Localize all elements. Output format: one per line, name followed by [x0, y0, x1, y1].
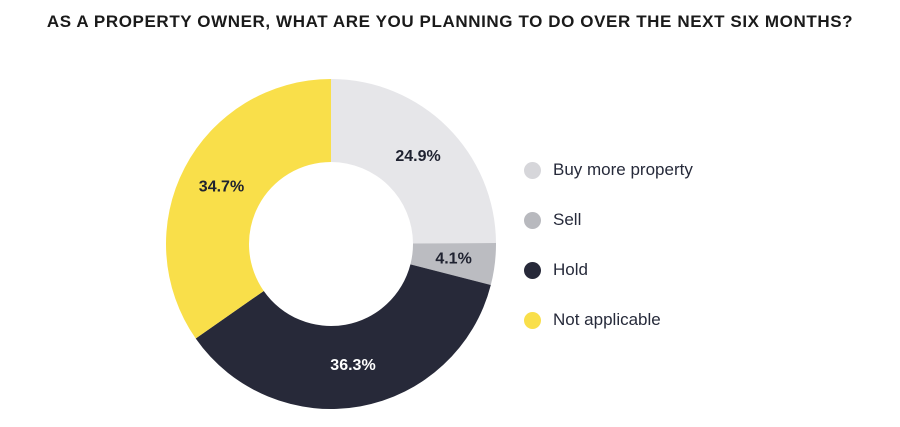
slice-buy-more-property	[331, 79, 496, 244]
legend-label: Hold	[553, 260, 588, 279]
donut-slices	[166, 79, 496, 409]
slice-label-sell: 4.1%	[435, 251, 471, 268]
legend: Buy more property Sell Hold Not applicab…	[524, 157, 693, 357]
legend-swatch	[524, 211, 541, 229]
legend-swatch	[524, 161, 541, 179]
slice-not-applicable	[166, 79, 331, 339]
legend-label: Not applicable	[553, 310, 661, 329]
legend-item-not-applicable: Not applicable	[524, 307, 693, 333]
donut-slice-labels: 24.9% 4.1% 36.3% 34.7%	[199, 148, 472, 374]
slice-sell	[410, 242, 496, 286]
legend-item-sell: Sell	[524, 207, 693, 233]
slice-label-not-applicable: 34.7%	[199, 178, 244, 195]
chart-title: AS A PROPERTY OWNER, WHAT ARE YOU PLANNI…	[46, 12, 854, 31]
legend-label: Buy more property	[553, 160, 693, 179]
slice-hold	[195, 264, 491, 409]
legend-swatch	[524, 311, 541, 329]
legend-item-buy-more-property: Buy more property	[524, 157, 693, 183]
slice-label-hold: 36.3%	[330, 357, 375, 374]
slice-label-buy-more-property: 24.9%	[395, 148, 440, 165]
legend-swatch	[524, 261, 541, 279]
legend-item-hold: Hold	[524, 257, 693, 283]
legend-label: Sell	[553, 210, 582, 229]
